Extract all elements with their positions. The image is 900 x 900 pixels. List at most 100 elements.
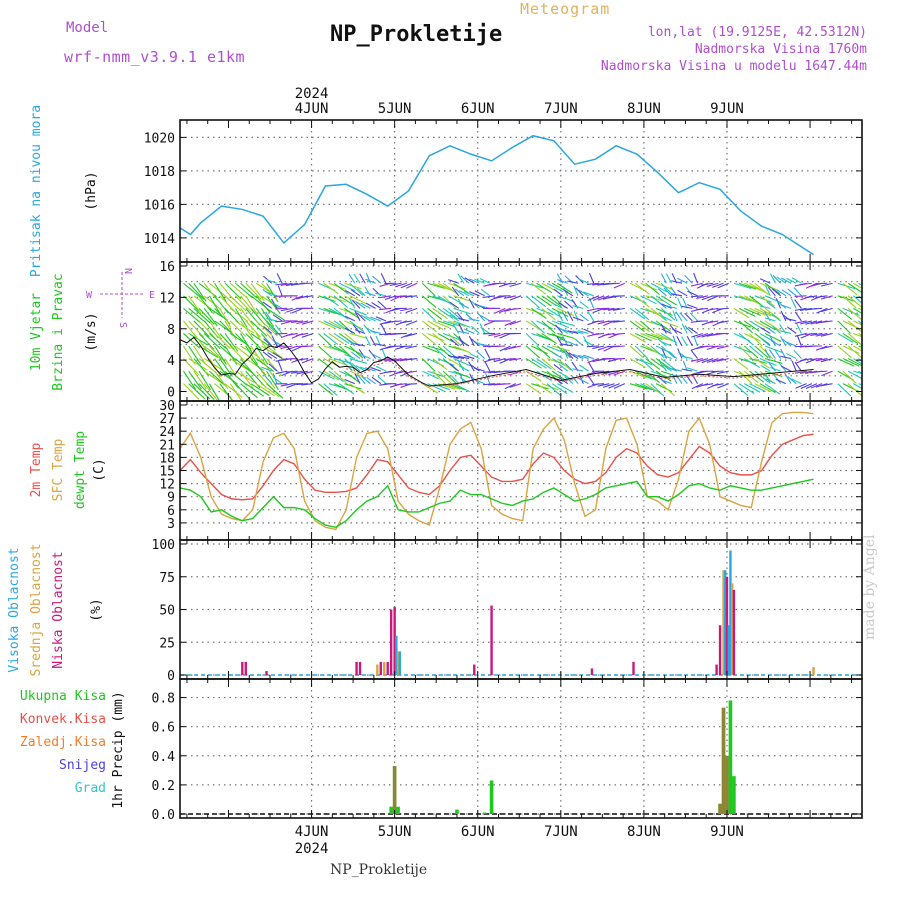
wind-arrow: [660, 295, 677, 306]
wind-arrow: [743, 345, 759, 359]
wind-arrow: [686, 367, 698, 372]
wind-arrow: [370, 316, 381, 322]
wind-arrow: [268, 325, 278, 334]
wind-arrow: [483, 320, 496, 326]
wind-arrow: [553, 288, 563, 297]
wind-arrow: [245, 358, 265, 372]
wind-arrow: [711, 383, 724, 387]
wind-arrow: [272, 376, 283, 385]
pressure-line: [179, 134, 814, 256]
wind-arrow: [349, 383, 366, 394]
wind-arrow: [188, 383, 206, 400]
wind-arrow: [716, 320, 729, 324]
x-bottom-label: 5JUN: [378, 824, 412, 840]
wind-arrow: [780, 304, 792, 309]
wind-arrow: [640, 332, 658, 341]
wind-arrow: [672, 310, 678, 322]
wind-arrow: [432, 345, 447, 359]
wind-arrow: [377, 300, 387, 309]
wind-arrow: [552, 302, 563, 309]
wind-arrow: [405, 307, 418, 314]
wind-arrow: [266, 282, 279, 303]
wind-arrow: [690, 358, 703, 362]
wind-arrow: [661, 315, 672, 322]
wind-arrow: [733, 282, 752, 290]
wind-arrow: [847, 345, 862, 359]
wind-arrow: [602, 307, 615, 311]
wind-arrow: [541, 320, 556, 334]
wind-arrow: [815, 282, 828, 285]
wind-arrow: [701, 345, 714, 348]
wind-arrow: [557, 320, 575, 327]
wind-arrow: [712, 282, 724, 288]
wind-arrow: [459, 302, 470, 309]
wind-arrow: [650, 307, 666, 321]
wind-arrow: [629, 295, 647, 304]
wind-arrow: [266, 307, 286, 321]
wind-arrow: [198, 383, 215, 400]
wind-arrow: [661, 354, 672, 360]
wind-arrow: [509, 282, 522, 288]
wind-arrow: [323, 282, 339, 295]
wind-arrow: [280, 383, 293, 387]
wind-arrow: [365, 335, 371, 347]
wind-arrow: [764, 345, 783, 353]
wind-arrow: [810, 320, 823, 325]
wind-arrow: [749, 333, 763, 347]
wind-arrow: [563, 289, 574, 297]
y-tick-label: 8: [167, 323, 175, 338]
station-altitude: Nadmorska Visina 1760m: [694, 42, 867, 57]
wind-arrow: [592, 295, 605, 301]
wind-arrow: [662, 364, 672, 372]
cloud-bar-high: [398, 651, 402, 675]
wind-arrow: [451, 286, 460, 297]
wind-arrow: [442, 295, 457, 309]
wind-arrow: [437, 320, 456, 328]
wind-arrow: [323, 333, 339, 346]
wind-arrow: [768, 349, 776, 359]
wind-arrow: [421, 307, 436, 322]
wind-arrow: [349, 361, 356, 372]
wind-arrow: [682, 298, 688, 309]
wind-arrow: [421, 358, 436, 372]
wind-arrow: [214, 370, 229, 390]
wind-arrow: [349, 358, 368, 364]
wind-arrow: [245, 383, 265, 397]
cloud-bar-mid: [383, 661, 386, 675]
model-label: Model: [66, 20, 109, 36]
wind-arrow: [858, 307, 862, 311]
wind-arrow: [572, 368, 584, 372]
wind-arrow: [499, 345, 511, 352]
wind-arrow: [675, 311, 683, 322]
wind-arrow: [480, 288, 491, 297]
wind-arrow: [650, 282, 667, 293]
wind-arrow: [573, 285, 579, 297]
wind-arrow: [469, 291, 480, 297]
wind-arrow: [759, 282, 777, 291]
wind-arrow: [684, 325, 693, 334]
wind-arrow: [432, 383, 450, 391]
wind-arrow: [318, 307, 336, 315]
wind-arrow: [301, 320, 314, 325]
precip-bar-convective: [721, 707, 726, 814]
wind-arrow: [375, 316, 387, 322]
wind-arrow: [602, 332, 615, 337]
wind-arrow: [567, 341, 579, 347]
wind-arrow: [453, 358, 471, 367]
wind-arrow: [766, 326, 776, 334]
wind-axis-title-2: Brzina i Pravac: [51, 273, 66, 390]
y-tick-label: 27: [159, 412, 175, 427]
wind-arrow: [493, 358, 506, 363]
wind-arrow: [650, 345, 665, 359]
y-tick-label: 4: [167, 354, 175, 369]
wind-arrow: [770, 367, 781, 372]
wind-arrow: [224, 383, 243, 398]
wind-arrow: [743, 370, 759, 384]
wind-arrow: [583, 339, 594, 347]
wind-arrow: [744, 358, 761, 369]
x-top-label: 5JUN: [378, 101, 412, 117]
cloud-bar-low: [386, 661, 389, 675]
wind-arrow: [453, 370, 471, 379]
wind-arrow: [353, 273, 361, 284]
wind-arrow: [744, 282, 762, 291]
